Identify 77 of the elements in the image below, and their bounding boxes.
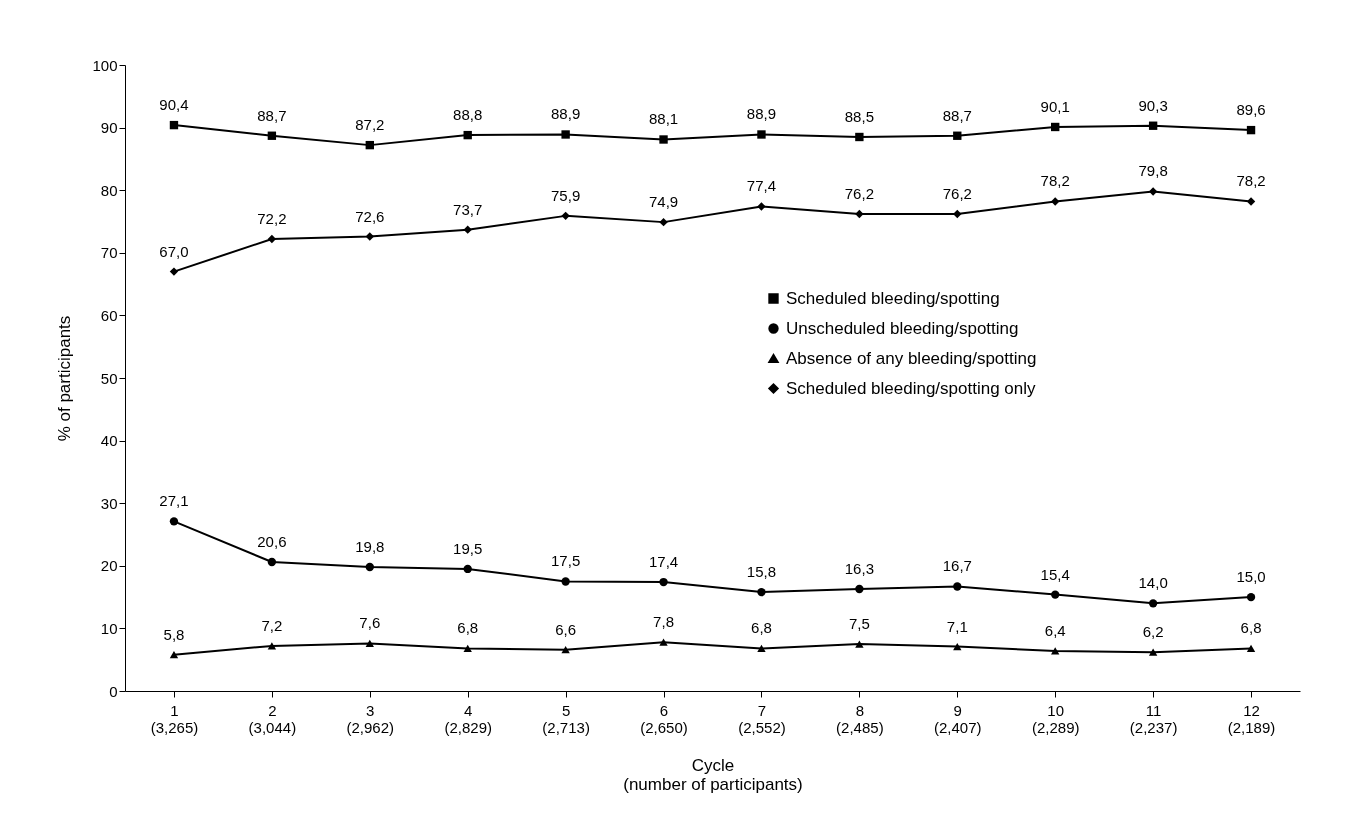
x-tick-label: 3 (2,962) bbox=[346, 701, 395, 736]
x-tick-label: 5 (2,713) bbox=[542, 701, 590, 736]
data-label: 7,6 bbox=[359, 614, 381, 632]
data-label: 90,1 bbox=[1040, 97, 1070, 115]
data-label: 7,2 bbox=[261, 616, 283, 634]
data-label: 6,2 bbox=[1142, 623, 1164, 641]
x-tick-label: 7 (2,552) bbox=[738, 701, 786, 736]
data-label: 15,0 bbox=[1236, 568, 1266, 586]
data-label: 72,2 bbox=[257, 210, 287, 228]
data-label: 73,7 bbox=[453, 200, 483, 218]
data-label: 88,9 bbox=[746, 105, 777, 123]
data-label: 6,6 bbox=[555, 620, 577, 638]
data-label: 19,8 bbox=[355, 538, 385, 556]
data-label: 6,8 bbox=[457, 619, 479, 637]
data-label: 89,6 bbox=[1236, 101, 1266, 119]
x-tick-label: 2 (3,044) bbox=[248, 701, 297, 736]
legend-label: Scheduled bleeding/spotting only bbox=[786, 378, 1037, 398]
y-tick-label: 80 bbox=[100, 181, 118, 199]
y-tick-label: 30 bbox=[100, 494, 118, 512]
data-label: 15,4 bbox=[1040, 565, 1070, 583]
y-tick-label: 20 bbox=[100, 557, 118, 575]
y-axis-title: % of participants bbox=[55, 315, 75, 442]
data-label: 90,3 bbox=[1138, 96, 1168, 114]
data-label: 78,2 bbox=[1236, 172, 1266, 190]
data-label: 16,7 bbox=[942, 557, 972, 575]
data-label: 79,8 bbox=[1138, 162, 1168, 180]
data-label: 6,8 bbox=[751, 619, 772, 637]
y-tick-label: 100 bbox=[92, 56, 118, 74]
y-tick-label: 0 bbox=[109, 682, 118, 700]
data-label: 77,4 bbox=[746, 177, 777, 195]
x-axis-title: Cycle (number of participants) bbox=[623, 755, 803, 794]
y-tick-label: 60 bbox=[100, 306, 118, 324]
y-tick-label: 70 bbox=[100, 244, 118, 262]
data-label: 16,3 bbox=[844, 559, 874, 577]
data-label: 5,8 bbox=[163, 625, 185, 643]
legend-label: Unscheduled bleeding/spotting bbox=[786, 318, 1019, 338]
y-tick-label: 40 bbox=[100, 432, 118, 450]
data-label: 27,1 bbox=[159, 492, 189, 510]
y-tick-label: 50 bbox=[100, 369, 118, 387]
y-tick-label: 10 bbox=[100, 619, 118, 637]
data-label: 88,8 bbox=[453, 106, 483, 124]
x-tick-label: 12 (2,189) bbox=[1227, 701, 1276, 736]
x-tick-label: 6 (2,650) bbox=[640, 701, 688, 736]
data-label: 75,9 bbox=[551, 186, 581, 204]
data-label: 17,5 bbox=[551, 552, 581, 570]
x-tick-label: 9 (2,407) bbox=[934, 701, 982, 736]
data-label: 78,2 bbox=[1040, 172, 1070, 190]
legend-label: Absence of any bleeding/spotting bbox=[786, 348, 1037, 368]
data-label: 90,4 bbox=[159, 96, 189, 114]
data-label: 14,0 bbox=[1138, 574, 1168, 592]
data-label: 76,2 bbox=[844, 184, 874, 202]
data-label: 15,8 bbox=[746, 563, 777, 581]
data-label: 17,4 bbox=[648, 553, 679, 571]
data-label: 72,6 bbox=[355, 207, 385, 225]
x-tick-label: 10 (2,289) bbox=[1031, 701, 1080, 736]
data-label: 88,7 bbox=[257, 106, 287, 124]
data-label: 7,1 bbox=[946, 617, 968, 635]
data-label: 20,6 bbox=[257, 533, 287, 551]
data-label: 6,8 bbox=[1240, 619, 1262, 637]
data-label: 76,2 bbox=[942, 184, 972, 202]
x-tick-label: 8 (2,485) bbox=[836, 701, 884, 736]
data-label: 88,5 bbox=[844, 107, 874, 125]
y-tick-label: 90 bbox=[100, 119, 118, 137]
data-label: 88,9 bbox=[551, 105, 581, 123]
data-label: 87,2 bbox=[355, 116, 385, 134]
legend-label: Scheduled bleeding/spotting bbox=[786, 288, 1000, 308]
data-label: 7,5 bbox=[848, 615, 870, 633]
data-label: 6,4 bbox=[1044, 621, 1066, 639]
data-label: 88,1 bbox=[648, 110, 679, 128]
data-label: 19,5 bbox=[453, 539, 483, 557]
data-label: 67,0 bbox=[159, 242, 189, 260]
x-tick-label: 1 (3,265) bbox=[150, 701, 199, 736]
data-label: 88,7 bbox=[942, 106, 972, 124]
x-tick-label: 11 (2,237) bbox=[1129, 701, 1178, 736]
data-label: 7,8 bbox=[653, 613, 674, 631]
x-tick-label: 4 (2,829) bbox=[444, 701, 492, 736]
data-label: 74,9 bbox=[648, 193, 679, 211]
